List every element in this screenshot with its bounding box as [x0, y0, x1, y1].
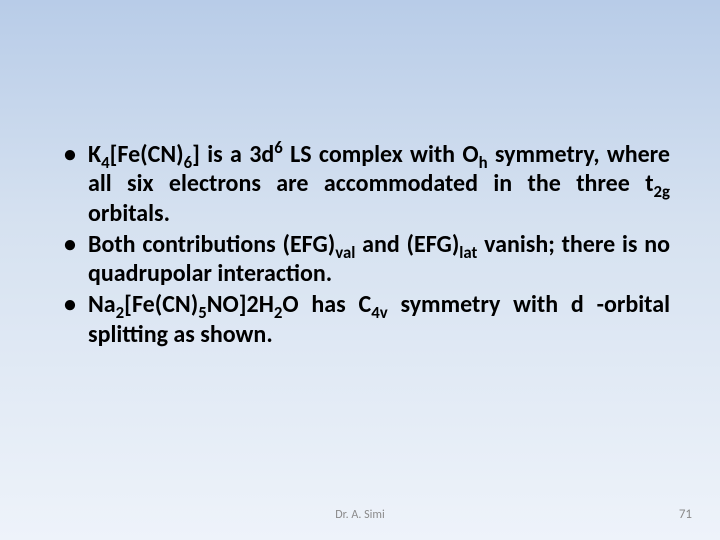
bullet-list: K4[Fe(CN)6] is a 3d6 LS complex with Oh …	[60, 140, 670, 349]
footer-page-number: 71	[679, 507, 692, 522]
bullet-item: K4[Fe(CN)6] is a 3d6 LS complex with Oh …	[60, 140, 670, 228]
slide: K4[Fe(CN)6] is a 3d6 LS complex with Oh …	[0, 0, 720, 540]
bullet-item: Both contributions (EFG)val and (EFG)lat…	[60, 230, 670, 289]
content-area: K4[Fe(CN)6] is a 3d6 LS complex with Oh …	[60, 140, 670, 351]
footer-author: Dr. A. Simi	[0, 508, 720, 522]
bullet-item: Na2[Fe(CN)5NO]2H2O has C4v symmetry with…	[60, 290, 670, 349]
